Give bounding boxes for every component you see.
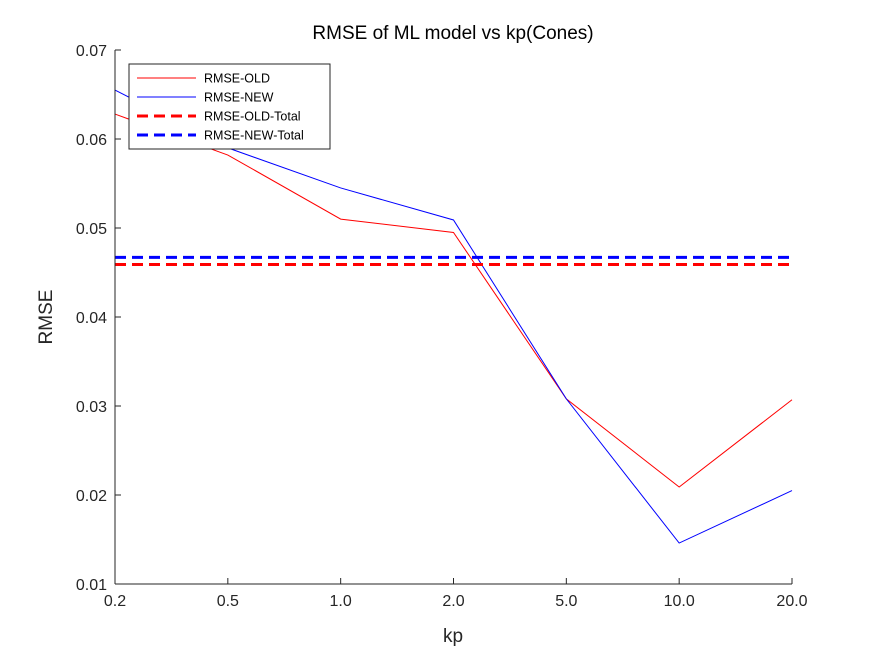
legend: RMSE-OLD RMSE-NEW RMSE-OLD-Total RMSE-NEW-T… xyxy=(128,63,331,150)
tick-layer: 0.2 0.5 1.0 2.0 5.0 10.0 20.0 0.01 0.02 0.03 0.04 0… xyxy=(76,43,808,610)
y-tick-label: 0.04 xyxy=(76,310,107,327)
x-tick-label: 0.5 xyxy=(217,593,239,610)
chart-title: RMSE of ML model vs kp(Cones) xyxy=(312,23,593,44)
x-tick-label: 2.0 xyxy=(442,593,464,610)
x-axis-title: kp xyxy=(443,626,463,647)
y-axis-title: RMSE xyxy=(36,290,57,345)
y-tick-label: 0.03 xyxy=(76,399,107,416)
series-line-rmse-old xyxy=(114,113,793,488)
x-tick-label: 10.0 xyxy=(664,593,695,610)
y-tick-label: 0.06 xyxy=(76,132,107,149)
x-tick-label: 1.0 xyxy=(330,593,352,610)
y-tick-label: 0.05 xyxy=(76,221,107,238)
x-tick-label: 20.0 xyxy=(776,593,807,610)
legend-label: RMSE-OLD xyxy=(204,72,270,86)
y-tick-label: 0.01 xyxy=(76,577,107,594)
x-tick-label: 0.2 xyxy=(104,593,126,610)
legend-label: RMSE-OLD-Total xyxy=(204,110,301,124)
x-tick-label: 5.0 xyxy=(555,593,577,610)
legend-label: RMSE-NEW-Total xyxy=(204,129,304,143)
y-tick-label: 0.07 xyxy=(76,43,107,60)
legend-label: RMSE-NEW xyxy=(204,91,274,105)
y-tick-label: 0.02 xyxy=(76,488,107,505)
